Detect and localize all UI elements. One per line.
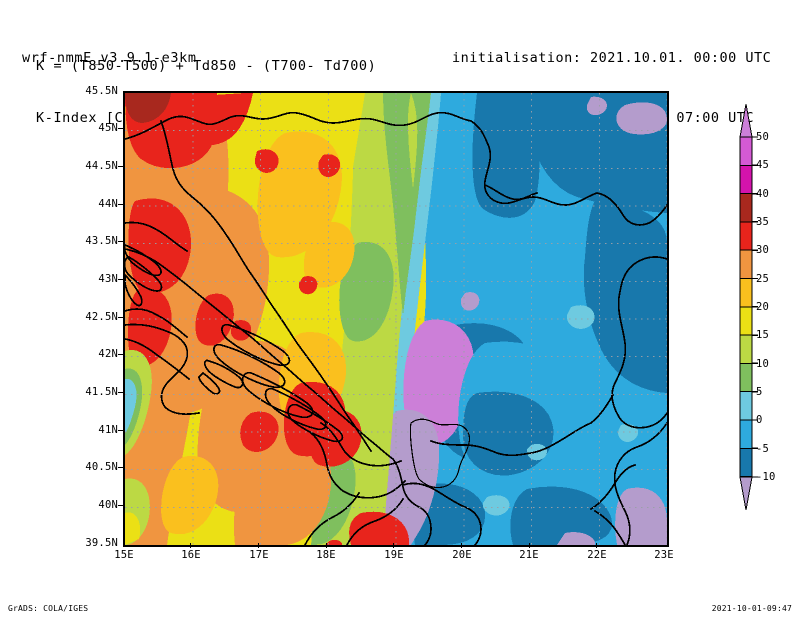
colorbar-swatches (739, 104, 758, 511)
initialisation-label: initialisation: 2021.10.01. 00:00 UTC (452, 50, 772, 66)
ytick-label-45.5N: 45.5N (85, 85, 118, 97)
kindex-heatmap-canvas (125, 93, 667, 545)
colorbar-label-5: 5 (756, 386, 763, 398)
colorbar-label-45: 45 (756, 159, 770, 171)
ytick-label-44.5N: 44.5N (85, 160, 118, 172)
ytick-label-42.5N: 42.5N (85, 311, 118, 323)
xtick-label-23E: 23E (654, 549, 674, 561)
ytick-label-43.5N: 43.5N (85, 235, 118, 247)
colorbar-label-30: 30 (756, 244, 770, 256)
xtick-label-20E: 20E (452, 549, 472, 561)
ytick-label-45N: 45N (98, 122, 118, 134)
colorbar-label-35: 35 (756, 216, 770, 228)
colorbar-label-15: 15 (756, 329, 770, 341)
render-timestamp-label: 2021-10-01-09:47 (711, 604, 792, 613)
colorbar-label-40: 40 (756, 188, 770, 200)
xtick-label-21E: 21E (519, 549, 539, 561)
ytick-label-39.5N: 39.5N (85, 537, 118, 549)
model-name-label: wrf-nmmE_v3.9.1-e3km (22, 50, 197, 66)
ytick-label-41.5N: 41.5N (85, 386, 118, 398)
colorbar-label-neg5: -5 (756, 443, 770, 455)
colorbar-label-20: 20 (756, 301, 770, 313)
grads-credit-label: GrADS: COLA/IGES (8, 604, 89, 613)
xtick-label-19E: 19E (384, 549, 404, 561)
xtick-label-22E: 22E (587, 549, 607, 561)
kindex-formula-label: K = (T850-T500) + Td850 - (T700- Td700) (36, 58, 377, 74)
ytick-label-41N: 41N (98, 424, 118, 436)
ytick-label-40N: 40N (98, 499, 118, 511)
ytick-label-40.5N: 40.5N (85, 461, 118, 473)
colorbar-label-neg10: -10 (756, 471, 776, 483)
ytick-label-42N: 42N (98, 348, 118, 360)
colorbar-label-50: 50 (756, 131, 770, 143)
xtick-label-15E: 15E (114, 549, 134, 561)
xtick-label-17E: 17E (249, 549, 269, 561)
colorbar: 50 45 40 35 30 25 20 15 10 5 0 -5 -10 (728, 104, 798, 514)
header-left-block: wrf-nmmE_v3.9.1-e3km K-Index [C] (22, 8, 197, 148)
colorbar-label-25: 25 (756, 273, 770, 285)
colorbar-label-10: 10 (756, 358, 770, 370)
map-plot-frame (123, 91, 669, 547)
xtick-label-16E: 16E (181, 549, 201, 561)
longitude-axis: 15E 16E 17E 18E 19E 20E 21E 22E 23E (0, 549, 800, 569)
latitude-axis: 45.5N 45N 44.5N 44N 43.5N 43N 42.5N 42N … (36, 0, 118, 618)
ytick-label-44N: 44N (98, 198, 118, 210)
ytick-label-43N: 43N (98, 273, 118, 285)
colorbar-label-0: 0 (756, 414, 763, 426)
xtick-label-18E: 18E (316, 549, 336, 561)
